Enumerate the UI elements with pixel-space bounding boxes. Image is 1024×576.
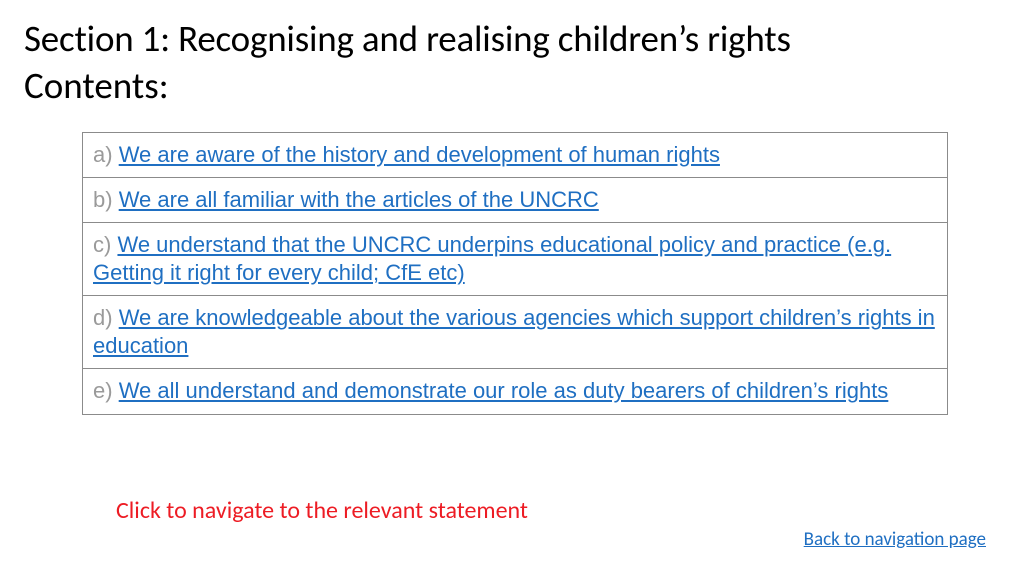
- contents-link-b[interactable]: We are all familiar with the articles of…: [119, 187, 599, 212]
- contents-table: a) We are aware of the history and devel…: [82, 132, 948, 415]
- table-row: b) We are all familiar with the articles…: [83, 177, 948, 222]
- row-letter: b): [93, 187, 113, 212]
- table-row: e) We all understand and demonstrate our…: [83, 369, 948, 414]
- table-row: a) We are aware of the history and devel…: [83, 132, 948, 177]
- back-to-navigation-link[interactable]: Back to navigation page: [804, 528, 986, 551]
- row-letter: c): [93, 232, 111, 257]
- table-row: d) We are knowledgeable about the variou…: [83, 296, 948, 369]
- row-letter: a): [93, 142, 113, 167]
- contents-link-d[interactable]: We are knowledgeable about the various a…: [93, 305, 935, 358]
- section-title: Section 1: Recognising and realising chi…: [24, 18, 1000, 61]
- row-letter: e): [93, 378, 113, 403]
- contents-link-e[interactable]: We all understand and demonstrate our ro…: [119, 378, 889, 403]
- contents-link-c[interactable]: We understand that the UNCRC underpins e…: [93, 232, 891, 285]
- table-row: c) We understand that the UNCRC underpin…: [83, 222, 948, 295]
- contents-link-a[interactable]: We are aware of the history and developm…: [119, 142, 720, 167]
- row-letter: d): [93, 305, 113, 330]
- slide: Section 1: Recognising and realising chi…: [0, 0, 1024, 576]
- instruction-text: Click to navigate to the relevant statem…: [116, 496, 528, 525]
- contents-label: Contents:: [24, 63, 1000, 108]
